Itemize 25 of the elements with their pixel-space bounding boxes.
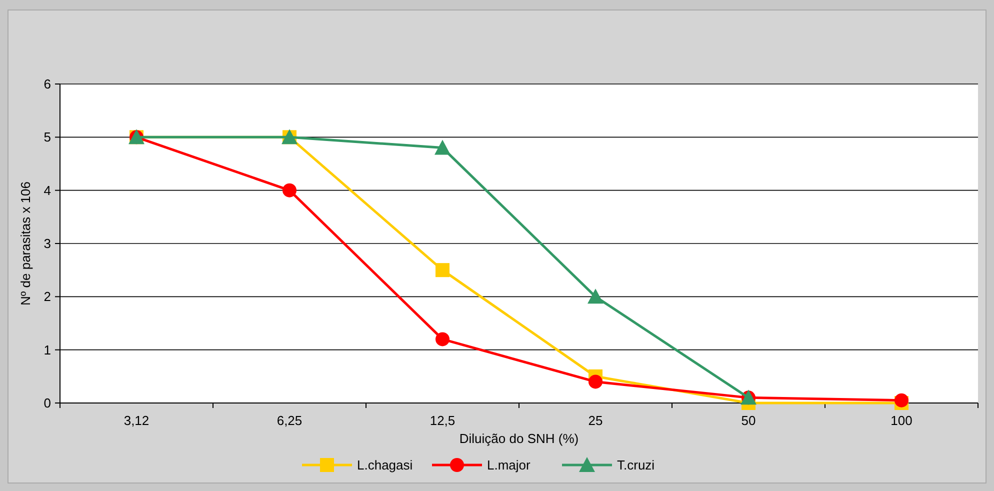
point	[436, 332, 450, 346]
y-tick-label: 1	[44, 342, 51, 358]
legend-label: T.cruzi	[617, 458, 655, 473]
y-tick-label: 6	[44, 76, 51, 92]
x-tick-label: 50	[741, 413, 756, 428]
y-tick-label: 5	[44, 130, 51, 145]
y-axis-title: Nº de parasitas x 106	[18, 182, 33, 306]
y-tick-label: 0	[44, 396, 51, 411]
x-tick-label: 100	[890, 413, 912, 428]
x-axis-title: Diluição do SNH (%)	[459, 431, 579, 446]
x-tick-label: 3,12	[124, 413, 150, 428]
x-tick-label: 25	[588, 413, 603, 428]
legend-label: L.chagasi	[357, 458, 413, 473]
point	[894, 393, 908, 408]
x-tick-label: 12,5	[430, 413, 456, 428]
point	[434, 140, 450, 155]
point	[282, 183, 296, 198]
point	[588, 374, 602, 389]
y-tick-label: 4	[44, 182, 51, 198]
point	[588, 288, 604, 304]
legend-label: L.major	[487, 458, 532, 473]
y-tick-label: 3	[44, 236, 51, 252]
x-tick-label: 6,25	[276, 413, 302, 428]
point	[436, 263, 450, 278]
y-tick-label: 2	[44, 289, 51, 304]
